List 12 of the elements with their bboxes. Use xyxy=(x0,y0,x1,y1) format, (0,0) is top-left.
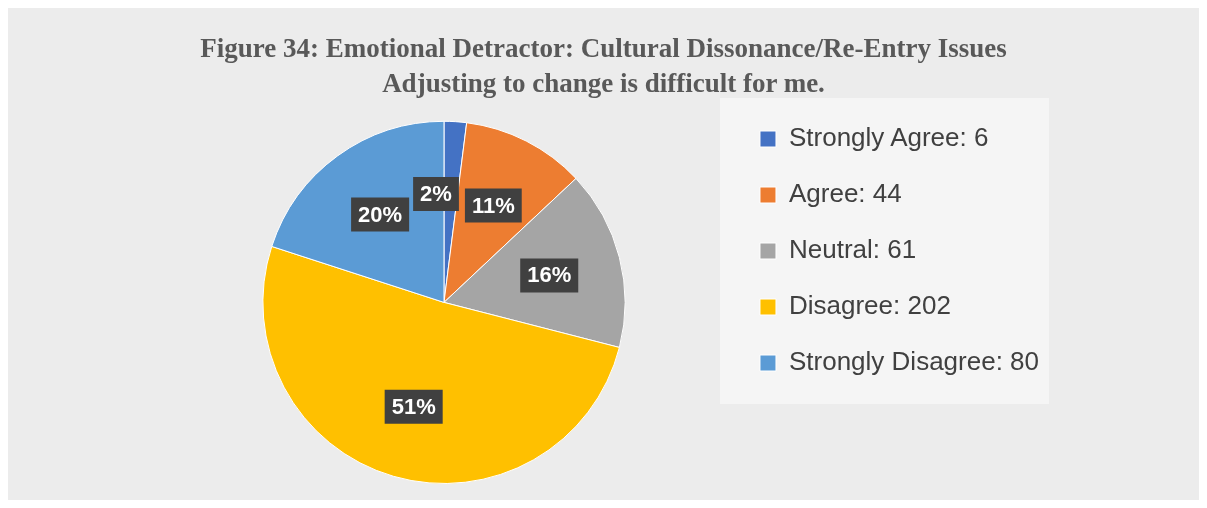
data-label: 11% xyxy=(471,192,515,218)
legend-label: Strongly Disagree: 80 xyxy=(788,346,1040,377)
data-label: 2% xyxy=(420,181,452,207)
data-label: 51% xyxy=(391,393,436,419)
legend-label: Agree: 44 xyxy=(788,178,902,209)
legend-label: Strongly Agree: 6 xyxy=(788,122,989,153)
data-label: 16% xyxy=(527,262,572,288)
data-label: 20% xyxy=(358,201,403,227)
legend-label: Neutral: 61 xyxy=(788,234,917,265)
chart-title: Figure 34: Emotional Detractor: Cultural Dissonance/Re-Entry Issues xyxy=(200,33,1007,64)
legend-label: Disagree: 202 xyxy=(788,290,951,321)
chart-subtitle: Adjusting to change is difficult for me. xyxy=(382,67,825,98)
